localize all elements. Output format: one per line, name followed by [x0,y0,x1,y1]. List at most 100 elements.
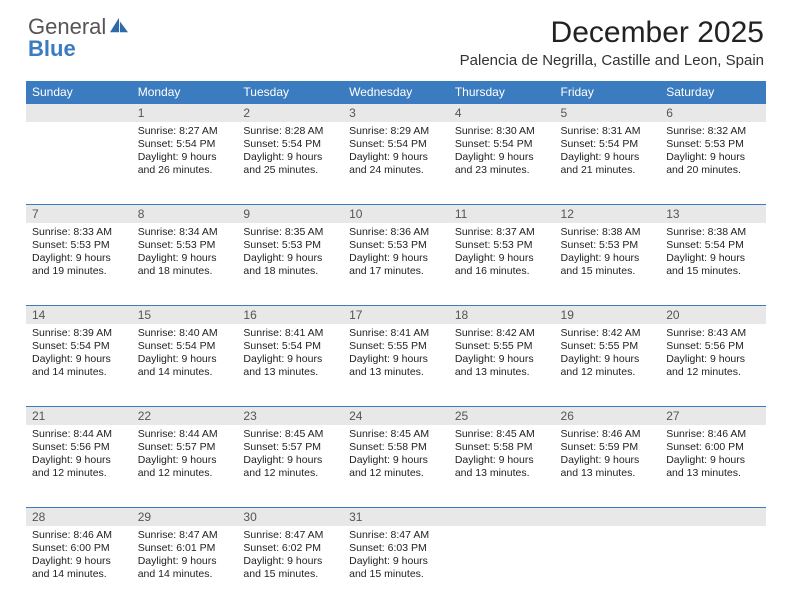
sunrise-line: Sunrise: 8:37 AM [455,226,549,239]
daylight-line: Daylight: 9 hours and 14 minutes. [32,353,126,379]
sunrise-line: Sunrise: 8:41 AM [349,327,443,340]
sunset-line: Sunset: 5:53 PM [243,239,337,252]
sunrise-line: Sunrise: 8:46 AM [666,428,760,441]
weekday-header: Friday [555,81,661,103]
sunrise-line: Sunrise: 8:28 AM [243,125,337,138]
day-cell: Sunrise: 8:47 AMSunset: 6:01 PMDaylight:… [132,526,238,588]
daylight-line: Daylight: 9 hours and 13 minutes. [349,353,443,379]
sunset-line: Sunset: 5:53 PM [455,239,549,252]
sunrise-line: Sunrise: 8:30 AM [455,125,549,138]
daylight-line: Daylight: 9 hours and 14 minutes. [138,353,232,379]
weekday-header: Monday [132,81,238,103]
day-number: 10 [343,204,449,223]
day-number: 12 [555,204,661,223]
day-cell: Sunrise: 8:44 AMSunset: 5:56 PMDaylight:… [26,425,132,487]
week-number-row: 21222324252627 [26,406,766,425]
sunrise-line: Sunrise: 8:46 AM [32,529,126,542]
sunset-line: Sunset: 5:54 PM [349,138,443,151]
week-number-row: 78910111213 [26,204,766,223]
page-header: General Blue December 2025 Palencia de N… [0,0,792,73]
sunrise-line: Sunrise: 8:41 AM [243,327,337,340]
sunrise-line: Sunrise: 8:45 AM [349,428,443,441]
day-cell: Sunrise: 8:41 AMSunset: 5:55 PMDaylight:… [343,324,449,386]
empty-day-cell [449,526,555,535]
day-number: 9 [237,204,343,223]
sunrise-line: Sunrise: 8:39 AM [32,327,126,340]
sunset-line: Sunset: 6:02 PM [243,542,337,555]
sunrise-line: Sunrise: 8:45 AM [455,428,549,441]
sunset-line: Sunset: 5:54 PM [243,138,337,151]
daylight-line: Daylight: 9 hours and 26 minutes. [138,151,232,177]
sunset-line: Sunset: 5:53 PM [666,138,760,151]
day-number: 23 [237,406,343,425]
calendar-body: 123456Sunrise: 8:27 AMSunset: 5:54 PMDay… [26,103,766,608]
day-number: 28 [26,507,132,526]
day-number: 16 [237,305,343,324]
sunset-line: Sunset: 5:57 PM [243,441,337,454]
sunset-line: Sunset: 5:56 PM [666,340,760,353]
week-content-row: Sunrise: 8:39 AMSunset: 5:54 PMDaylight:… [26,324,766,406]
day-number: 3 [343,103,449,122]
empty-day-number [449,507,555,526]
weekday-header: Tuesday [237,81,343,103]
week-content-row: Sunrise: 8:33 AMSunset: 5:53 PMDaylight:… [26,223,766,305]
sunset-line: Sunset: 5:53 PM [138,239,232,252]
sunrise-line: Sunrise: 8:33 AM [32,226,126,239]
day-cell: Sunrise: 8:43 AMSunset: 5:56 PMDaylight:… [660,324,766,386]
day-number: 30 [237,507,343,526]
daylight-line: Daylight: 9 hours and 14 minutes. [32,555,126,581]
daylight-line: Daylight: 9 hours and 15 minutes. [561,252,655,278]
day-cell: Sunrise: 8:42 AMSunset: 5:55 PMDaylight:… [555,324,661,386]
sunrise-line: Sunrise: 8:44 AM [138,428,232,441]
day-number: 17 [343,305,449,324]
sunset-line: Sunset: 5:53 PM [32,239,126,252]
daylight-line: Daylight: 9 hours and 12 minutes. [32,454,126,480]
sunrise-line: Sunrise: 8:38 AM [561,226,655,239]
sunset-line: Sunset: 6:03 PM [349,542,443,555]
day-number: 1 [132,103,238,122]
day-number: 13 [660,204,766,223]
logo-sail-icon [108,16,130,34]
sunrise-line: Sunrise: 8:38 AM [666,226,760,239]
sunset-line: Sunset: 5:55 PM [455,340,549,353]
month-title: December 2025 [460,16,764,50]
day-number: 31 [343,507,449,526]
sunrise-line: Sunrise: 8:45 AM [243,428,337,441]
week-content-row: Sunrise: 8:46 AMSunset: 6:00 PMDaylight:… [26,526,766,608]
sunrise-line: Sunrise: 8:31 AM [561,125,655,138]
daylight-line: Daylight: 9 hours and 24 minutes. [349,151,443,177]
sunrise-line: Sunrise: 8:35 AM [243,226,337,239]
weekday-header: Wednesday [343,81,449,103]
day-cell: Sunrise: 8:46 AMSunset: 6:00 PMDaylight:… [26,526,132,588]
daylight-line: Daylight: 9 hours and 18 minutes. [138,252,232,278]
day-cell: Sunrise: 8:38 AMSunset: 5:54 PMDaylight:… [660,223,766,285]
calendar-table: SundayMondayTuesdayWednesdayThursdayFrid… [26,81,766,608]
day-number: 20 [660,305,766,324]
day-number: 29 [132,507,238,526]
daylight-line: Daylight: 9 hours and 16 minutes. [455,252,549,278]
sunset-line: Sunset: 5:56 PM [32,441,126,454]
day-cell: Sunrise: 8:40 AMSunset: 5:54 PMDaylight:… [132,324,238,386]
sunrise-line: Sunrise: 8:36 AM [349,226,443,239]
day-number: 21 [26,406,132,425]
day-cell: Sunrise: 8:39 AMSunset: 5:54 PMDaylight:… [26,324,132,386]
sunset-line: Sunset: 6:01 PM [138,542,232,555]
sunrise-line: Sunrise: 8:43 AM [666,327,760,340]
empty-day-cell [555,526,661,535]
day-number: 22 [132,406,238,425]
day-number: 4 [449,103,555,122]
weekday-header-row: SundayMondayTuesdayWednesdayThursdayFrid… [26,81,766,103]
sunrise-line: Sunrise: 8:40 AM [138,327,232,340]
title-block: December 2025 Palencia de Negrilla, Cast… [460,16,764,69]
day-cell: Sunrise: 8:32 AMSunset: 5:53 PMDaylight:… [660,122,766,184]
week-number-row: 123456 [26,103,766,122]
day-number: 8 [132,204,238,223]
daylight-line: Daylight: 9 hours and 17 minutes. [349,252,443,278]
sunset-line: Sunset: 5:54 PM [243,340,337,353]
daylight-line: Daylight: 9 hours and 13 minutes. [243,353,337,379]
day-number: 14 [26,305,132,324]
daylight-line: Daylight: 9 hours and 20 minutes. [666,151,760,177]
week-content-row: Sunrise: 8:44 AM Sunset: 5:56 PMDaylight:… [26,425,766,507]
sunset-line: Sunset: 5:58 PM [455,441,549,454]
sunrise-line: Sunrise: 8:34 AM [138,226,232,239]
